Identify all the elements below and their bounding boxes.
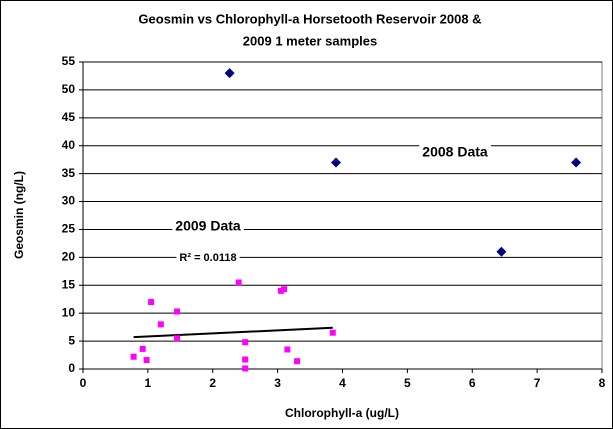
chart-title: Geosmin vs Chlorophyll-a Horsetooth Rese… — [138, 11, 481, 26]
point — [174, 335, 181, 342]
point — [284, 346, 291, 353]
point — [331, 157, 342, 168]
x-tick-label: 4 — [339, 376, 346, 390]
y-tick-label: 25 — [62, 222, 76, 236]
point — [174, 308, 181, 315]
point — [496, 246, 507, 257]
y-tick-label: 50 — [62, 82, 76, 96]
x-tick-label: 1 — [145, 376, 152, 390]
x-tick-label: 3 — [274, 376, 281, 390]
x-tick-label: 6 — [469, 376, 476, 390]
x-tick-label: 7 — [534, 376, 541, 390]
point — [277, 287, 284, 294]
point — [224, 68, 235, 79]
point — [157, 321, 164, 328]
point — [571, 157, 582, 168]
x-tick-label: 2 — [209, 376, 216, 390]
annotation: 2009 Data — [175, 218, 241, 234]
trendline — [133, 326, 333, 339]
y-axis-label: Geosmin (ng/L) — [12, 171, 26, 259]
point — [242, 356, 249, 363]
point — [235, 279, 242, 286]
y-tick-label: 40 — [62, 138, 76, 152]
y-tick-label: 0 — [68, 361, 75, 375]
annotation-bg — [419, 142, 491, 161]
point — [130, 353, 137, 360]
y-tick-label: 55 — [62, 54, 76, 68]
x-axis-label: Chlorophyll-a (ug/L) — [285, 406, 399, 420]
annotation: R² = 0.0118 — [179, 252, 236, 264]
annotation: 2008 Data — [422, 144, 488, 160]
y-tick-label: 15 — [62, 277, 76, 291]
annotation-bg — [176, 250, 240, 265]
y-tick-label: 45 — [62, 110, 76, 124]
plot-area — [82, 61, 603, 370]
point — [143, 357, 150, 364]
y-tick-label: 20 — [62, 250, 76, 264]
point — [148, 299, 155, 306]
chart-title: 2009 1 meter samples — [243, 33, 377, 48]
point — [242, 365, 249, 372]
y-tick-label: 5 — [68, 333, 75, 347]
point — [139, 345, 146, 352]
y-tick-label: 35 — [62, 166, 76, 180]
x-tick-label: 5 — [404, 376, 411, 390]
point — [294, 358, 301, 365]
x-tick-label: 0 — [80, 376, 87, 390]
point — [281, 286, 288, 293]
y-tick-label: 30 — [62, 194, 76, 208]
y-tick-label: 10 — [62, 305, 76, 319]
point — [242, 339, 249, 346]
x-tick-label: 8 — [599, 376, 606, 390]
point — [329, 329, 336, 336]
annotation-bg — [172, 216, 244, 235]
